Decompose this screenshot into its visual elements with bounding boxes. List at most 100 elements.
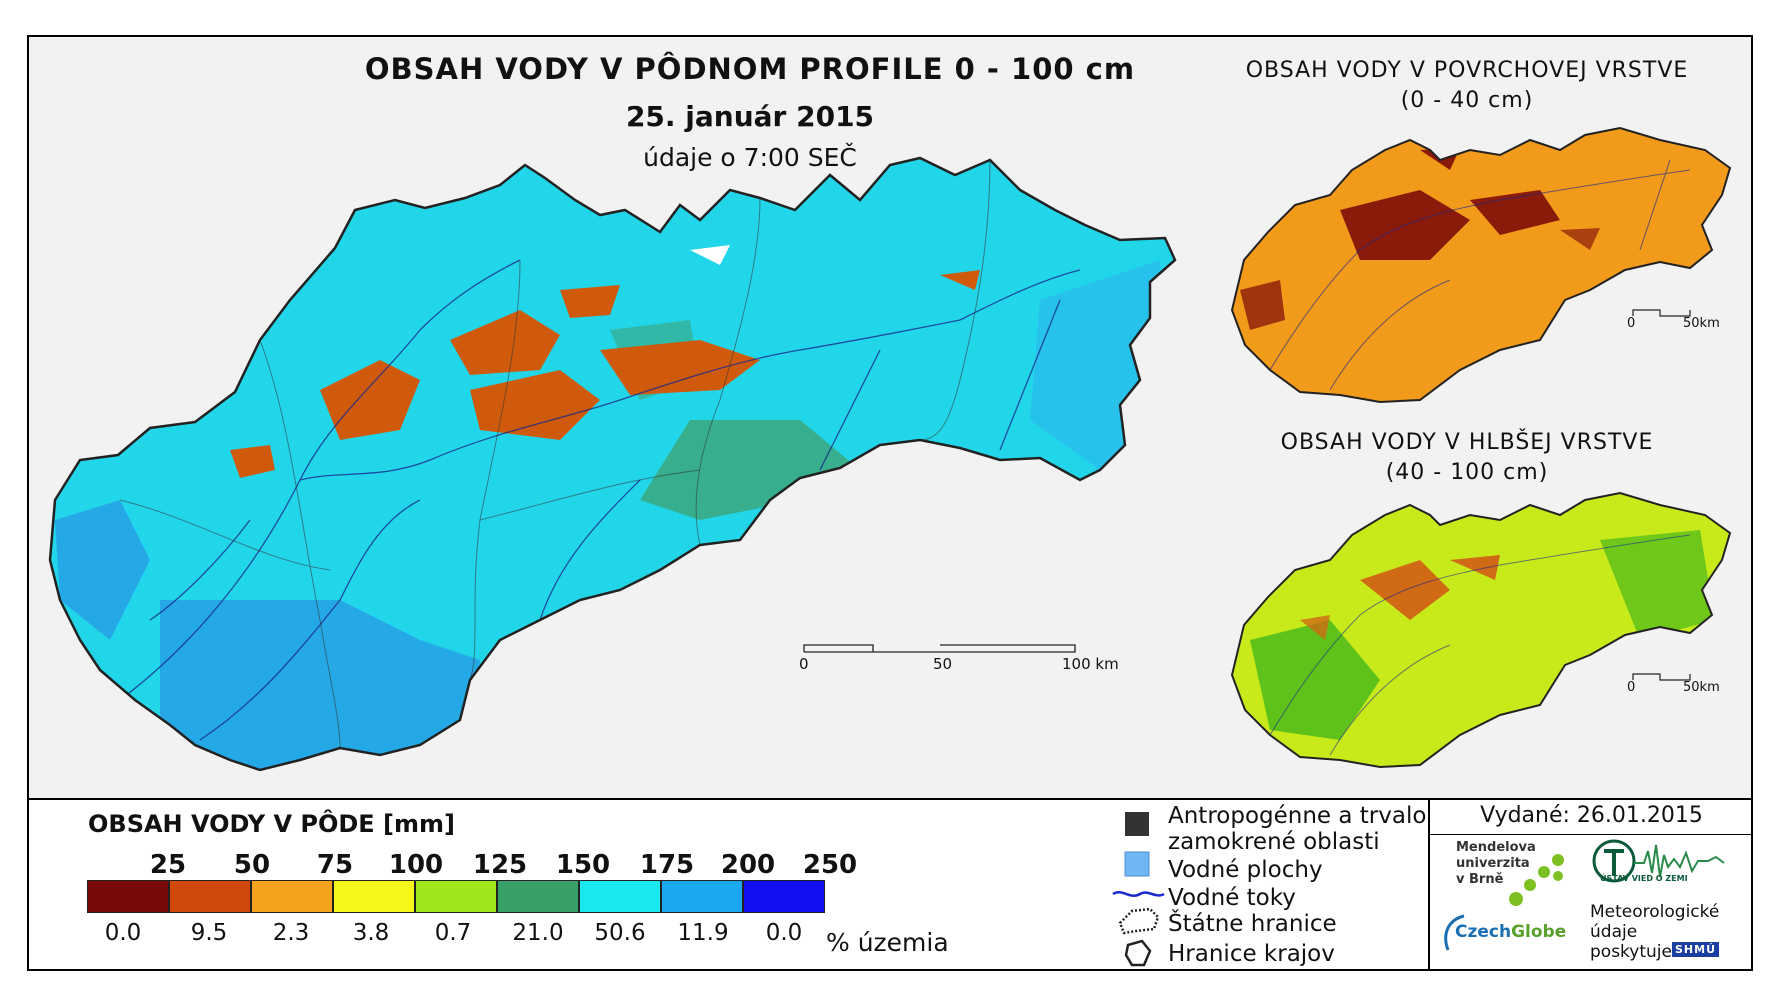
deep-green-zone-2: [1600, 530, 1715, 640]
river-icon: [1112, 891, 1165, 897]
main-scale-bar: [803, 644, 1076, 653]
legend-percent-7: 50.6: [594, 920, 646, 946]
surface-layer-map: [1232, 128, 1730, 402]
deep-rivers: [1269, 534, 1691, 756]
legend-threshold-175: 175: [639, 850, 695, 880]
map-time: údaje o 7:00 SEČ: [643, 143, 857, 172]
region-border-label: Hranice krajov: [1168, 941, 1335, 967]
main-scale-label-0: 0: [799, 655, 809, 673]
main-map-orange-patch-4: [600, 340, 760, 395]
main-map-west-zone: [55, 500, 150, 640]
main-map-rivers: [119, 259, 1081, 741]
czechglobe-logo: CzechGlobe: [1455, 922, 1566, 942]
main-map-orange-patch-6: [230, 445, 275, 478]
main-map-orange-patch-1: [320, 360, 420, 440]
czech-text: Czech: [1455, 922, 1512, 942]
surface-scale-label-50: 50km: [1683, 316, 1720, 331]
main-soil-water-map: [50, 158, 1175, 770]
meteo-line-3: poskytuje:: [1590, 942, 1678, 962]
surface-map-base: [1232, 128, 1730, 402]
legend-threshold-25: 25: [149, 850, 187, 880]
river-label: Vodné toky: [1168, 885, 1296, 911]
surface-dark-patch-5: [1560, 228, 1600, 250]
legend-threshold-75: 75: [316, 850, 354, 880]
surface-layer-depth: (0 - 40 cm): [1400, 88, 1534, 113]
globe-text: Globe: [1511, 922, 1567, 942]
mendel-dots-logo: [1509, 854, 1564, 906]
deep-orange-patch-2: [1450, 555, 1500, 580]
deep-layer-depth: (40 - 100 cm): [1385, 460, 1549, 485]
legend-swatch-3: [251, 880, 333, 913]
main-map-orange-patch-5: [560, 285, 620, 318]
symbol-legend-icons: [1112, 812, 1165, 967]
deep-scale-bar: [1632, 673, 1691, 681]
main-map-orange-patch-7: [940, 270, 980, 290]
deep-layer-title: OBSAH VODY V HLBŠEJ VRSTVE: [1280, 430, 1654, 455]
deep-green-zone-1: [1250, 620, 1380, 740]
main-scale-label-100: 100 km: [1062, 655, 1119, 673]
legend-percent-9: 0.0: [765, 920, 803, 946]
main-map-south-zone: [160, 600, 480, 770]
main-map-state-border: [48, 156, 1177, 772]
legend-swatch-5: [415, 880, 497, 913]
deep-orange-patch-3: [1300, 615, 1330, 640]
region-border-icon: [1124, 939, 1152, 967]
surface-dark-patch-3: [1240, 280, 1285, 330]
legend-swatch-4: [333, 880, 415, 913]
main-scale-label-50: 50: [933, 655, 953, 673]
water-body-icon: [1124, 851, 1150, 877]
anthropogenic-label-2: zamokrené oblasti: [1168, 829, 1380, 855]
mendel-line-3: v Brně: [1456, 872, 1504, 887]
legend-percent-unit: % územia: [826, 928, 949, 957]
legend-percent-2: 9.5: [190, 920, 228, 946]
surface-map-border: [1230, 126, 1732, 404]
legend-threshold-150: 150: [555, 850, 611, 880]
surface-scale-bar: [1632, 309, 1691, 317]
surface-layer-title: OBSAH VODY V POVRCHOVEJ VRSTVE: [1245, 58, 1689, 83]
meteo-line-1: Meteorologické: [1590, 902, 1720, 922]
legend-divider: [27, 798, 1753, 800]
surface-scale-label-0: 0: [1627, 316, 1636, 331]
state-border-label: Štátne hranice: [1168, 911, 1337, 937]
issued-divider: [1428, 834, 1753, 835]
mendel-line-1: Mendelova: [1456, 840, 1536, 855]
main-map-white-patch: [690, 245, 730, 265]
legend-percent-3: 2.3: [272, 920, 310, 946]
legend-percent-8: 11.9: [677, 920, 729, 946]
maps-canvas: [48, 126, 1732, 772]
issued-date: Vydané: 26.01.2015: [1480, 803, 1703, 828]
map-date: 25. január 2015: [625, 100, 875, 133]
czechglobe-arc-logo: [1444, 914, 1465, 951]
credits-divider: [1428, 798, 1430, 971]
mendel-logo-text: Mendelova univerzita v Brně: [1456, 840, 1536, 888]
legend-swatch-6: [497, 880, 579, 913]
legend-threshold-250: 250: [802, 850, 858, 880]
main-map-title: OBSAH VODY V PÔDNOM PROFILE 0 - 100 cm: [364, 52, 1136, 86]
main-map-orange-patch-3: [470, 370, 600, 440]
legend-threshold-200: 200: [720, 850, 776, 880]
deep-scale-label-50: 50km: [1683, 680, 1720, 695]
legend-percent-1: 0.0: [104, 920, 142, 946]
anthropogenic-label-1: Antropogénne a trvalo: [1168, 803, 1427, 829]
deep-map-border: [1230, 491, 1732, 769]
uvz-text: ÚSTAV VIED O ZEMI: [1600, 874, 1688, 883]
legend-threshold-50: 50: [233, 850, 271, 880]
legend-swatch-1: [87, 880, 169, 913]
uvz-logo: [1592, 839, 1725, 883]
legend-swatch-2: [169, 880, 251, 913]
anthropogenic-area-icon: [1125, 812, 1149, 836]
mendel-line-2: univerzita: [1456, 856, 1530, 871]
meteo-credit: Meteorologické údaje poskytuje:: [1590, 902, 1719, 962]
deep-layer-map: [1232, 493, 1730, 767]
legend-title: OBSAH VODY V PÔDE [mm]: [88, 810, 456, 838]
legend-percent-5: 0.7: [434, 920, 472, 946]
deep-scale-label-0: 0: [1627, 680, 1636, 695]
main-map-region-borders: [119, 159, 991, 749]
legend-percent-6: 21.0: [512, 920, 564, 946]
surface-rivers: [1269, 159, 1691, 391]
state-border-icon: [1118, 907, 1160, 935]
legend-percent-4: 3.8: [352, 920, 390, 946]
meteo-line-2: údaje: [1590, 922, 1638, 942]
shmu-logo: SHMÚ: [1672, 942, 1720, 957]
legend-swatch-9: [743, 880, 825, 913]
